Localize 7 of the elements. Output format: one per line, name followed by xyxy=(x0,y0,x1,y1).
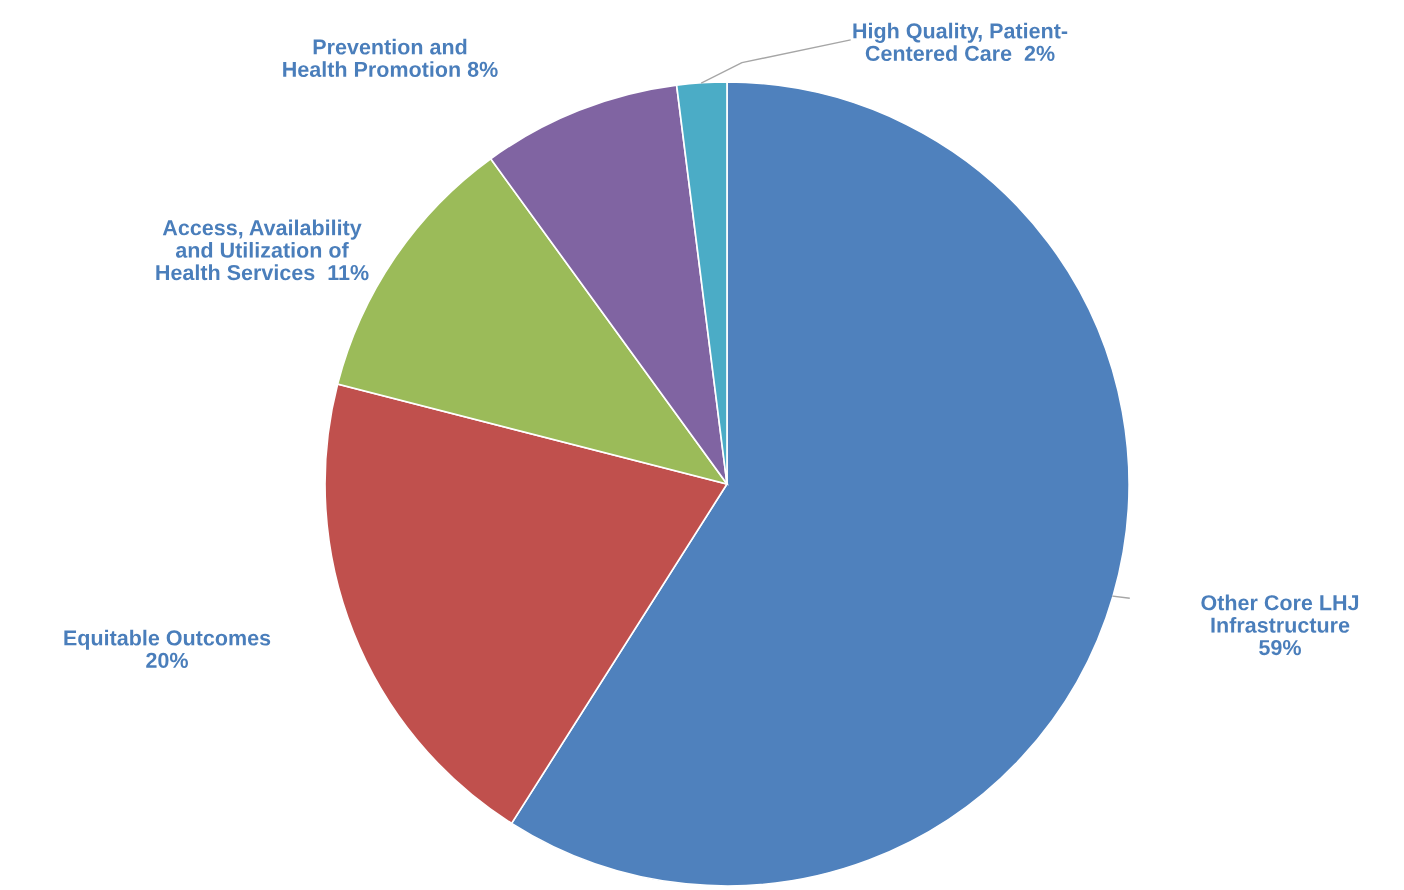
slice-label: Access, Availability and Utilization of Health Services 11% xyxy=(156,219,369,281)
slice-label: Prevention and Health Promotion 8% xyxy=(283,38,498,77)
slice-label: High Quality, Patient- Centered Care 2% xyxy=(853,22,1068,62)
data-label: 59% xyxy=(1259,639,1301,656)
slice-label: Other Core LHJ Infrastructure xyxy=(1201,594,1359,633)
slice-label: Equitable Outcomes xyxy=(64,629,271,650)
data-label: 20% xyxy=(146,652,188,668)
